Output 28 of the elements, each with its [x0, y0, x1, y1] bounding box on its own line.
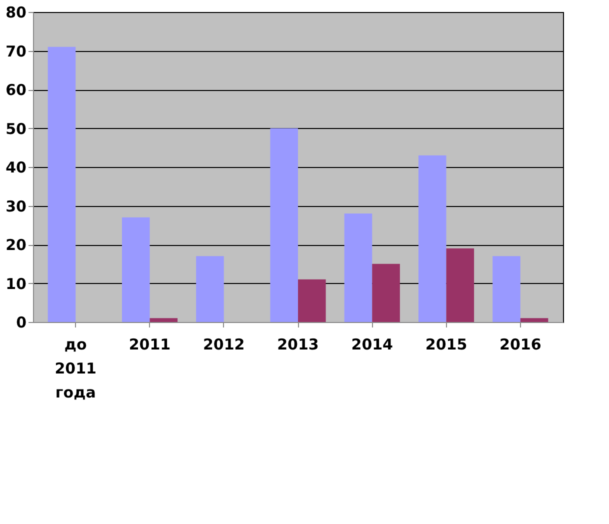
bar	[446, 248, 474, 322]
bar	[122, 217, 150, 322]
y-tick-label: 20	[6, 236, 26, 254]
y-tick-label: 30	[6, 197, 26, 216]
bar	[298, 279, 326, 322]
bar	[372, 264, 400, 322]
x-tick-label: 2012	[203, 336, 245, 354]
y-tick-label: 0	[16, 314, 26, 332]
bar	[520, 318, 548, 322]
x-tick-label: 2015	[425, 336, 468, 354]
bar	[418, 155, 446, 322]
bar	[270, 128, 298, 322]
y-tick-label: 40	[6, 158, 26, 176]
bar	[196, 256, 224, 322]
y-tick-label: 10	[6, 274, 26, 293]
y-tick-label: 50	[6, 120, 26, 138]
x-tick-label: 2011	[128, 336, 171, 354]
bar	[150, 318, 178, 322]
x-tick-label: до 2011 года	[54, 336, 96, 402]
bar	[344, 214, 372, 322]
y-tick-label: 80	[6, 4, 26, 22]
x-tick-label: 2016	[500, 336, 542, 354]
bar	[492, 256, 520, 322]
x-tick-label: 2013	[277, 336, 319, 354]
y-tick-label: 60	[6, 81, 26, 99]
bar	[48, 46, 76, 322]
x-tick-label: 2014	[351, 336, 393, 354]
y-tick-label: 70	[6, 42, 26, 60]
